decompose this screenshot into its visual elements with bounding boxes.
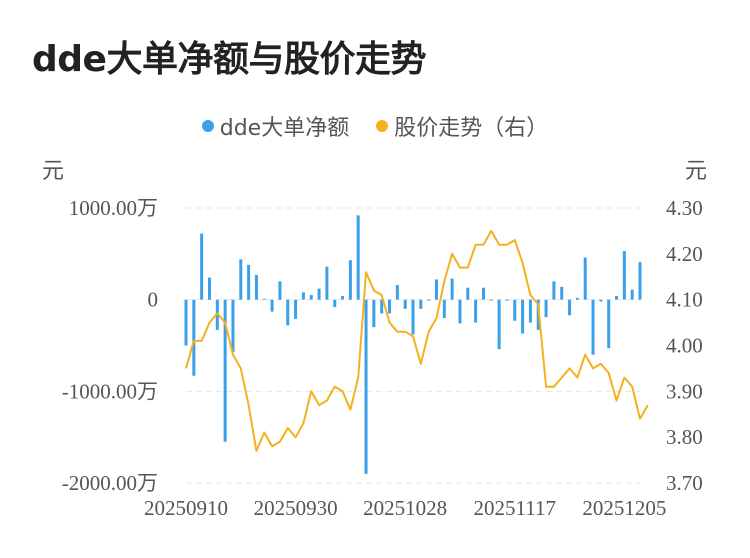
bar <box>419 299 423 309</box>
bar <box>239 259 243 300</box>
bar <box>403 299 407 309</box>
legend-item-price[interactable]: 股价走势（右） <box>376 110 548 142</box>
bar <box>262 298 266 300</box>
legend-dot-price <box>376 120 389 132</box>
right-tick-label: 3.80 <box>666 425 703 449</box>
bar <box>184 299 188 346</box>
bar <box>466 287 470 300</box>
bar <box>505 299 509 301</box>
bar <box>615 296 619 300</box>
legend: dde大单净额 股价走势（右） <box>0 110 750 142</box>
bar <box>607 299 611 349</box>
bar <box>388 299 392 314</box>
bar <box>278 281 282 300</box>
legend-item-dde[interactable]: dde大单净额 <box>201 110 350 142</box>
bar <box>286 299 290 326</box>
right-axis-unit: 元 <box>685 158 707 183</box>
left-tick-label: 1000.00万 <box>69 196 158 220</box>
bar <box>434 279 438 300</box>
x-tick-label: 20250930 <box>254 496 338 520</box>
bar <box>521 299 525 334</box>
bar <box>309 295 313 300</box>
bar <box>200 233 204 300</box>
bar <box>317 288 321 300</box>
bar <box>348 260 352 300</box>
bar <box>356 215 360 300</box>
bar <box>552 281 556 300</box>
bar <box>254 274 258 300</box>
bar <box>474 299 478 323</box>
bar <box>380 299 384 314</box>
bar <box>270 299 274 312</box>
right-tick-label: 4.20 <box>666 242 703 266</box>
chart-title: dde大单净额与股价走势 <box>32 39 426 80</box>
bar <box>301 292 305 300</box>
bar <box>489 299 493 301</box>
legend-label-dde: dde大单净额 <box>219 116 350 141</box>
x-tick-label: 20250910 <box>144 496 228 520</box>
bar <box>568 299 572 316</box>
bar <box>341 296 345 300</box>
x-tick-label: 20251028 <box>363 496 447 520</box>
bar <box>638 262 642 300</box>
bar <box>207 277 211 300</box>
right-tick-label: 4.10 <box>666 288 703 312</box>
legend-dot-dde <box>201 120 214 132</box>
right-tick-label: 3.90 <box>666 379 703 403</box>
left-axis-unit: 元 <box>42 158 64 183</box>
bar <box>223 299 227 442</box>
bar <box>442 299 446 318</box>
bar <box>231 299 235 352</box>
bar <box>497 299 501 350</box>
bar <box>630 289 634 300</box>
bar <box>427 299 431 301</box>
bar <box>458 299 462 324</box>
left-tick-label: 0 <box>148 288 159 312</box>
bar <box>364 299 368 474</box>
bar <box>622 251 626 300</box>
right-tick-label: 4.00 <box>666 334 703 358</box>
x-tick-label: 20251117 <box>474 496 556 520</box>
left-tick-label: -2000.00万 <box>62 471 158 495</box>
bar <box>599 299 603 302</box>
bar <box>247 264 251 300</box>
bar <box>575 297 579 300</box>
legend-label-price: 股价走势（右） <box>394 116 549 141</box>
bar <box>591 299 595 355</box>
bar <box>513 299 517 321</box>
bar <box>583 257 587 300</box>
bar <box>325 266 329 300</box>
bar <box>481 287 485 300</box>
bar <box>450 278 454 300</box>
right-tick-label: 4.30 <box>666 196 703 220</box>
bar <box>395 285 399 300</box>
bar <box>560 286 564 300</box>
left-tick-label: -1000.00万 <box>62 379 158 403</box>
bar <box>333 299 337 307</box>
right-tick-label: 3.70 <box>666 471 703 495</box>
bar <box>544 299 548 318</box>
bar <box>372 299 376 328</box>
bar <box>528 299 532 323</box>
bar <box>192 299 196 376</box>
bar <box>294 299 298 319</box>
x-tick-label: 20251205 <box>582 496 666 520</box>
bar <box>411 299 415 335</box>
price-line <box>185 229 649 452</box>
